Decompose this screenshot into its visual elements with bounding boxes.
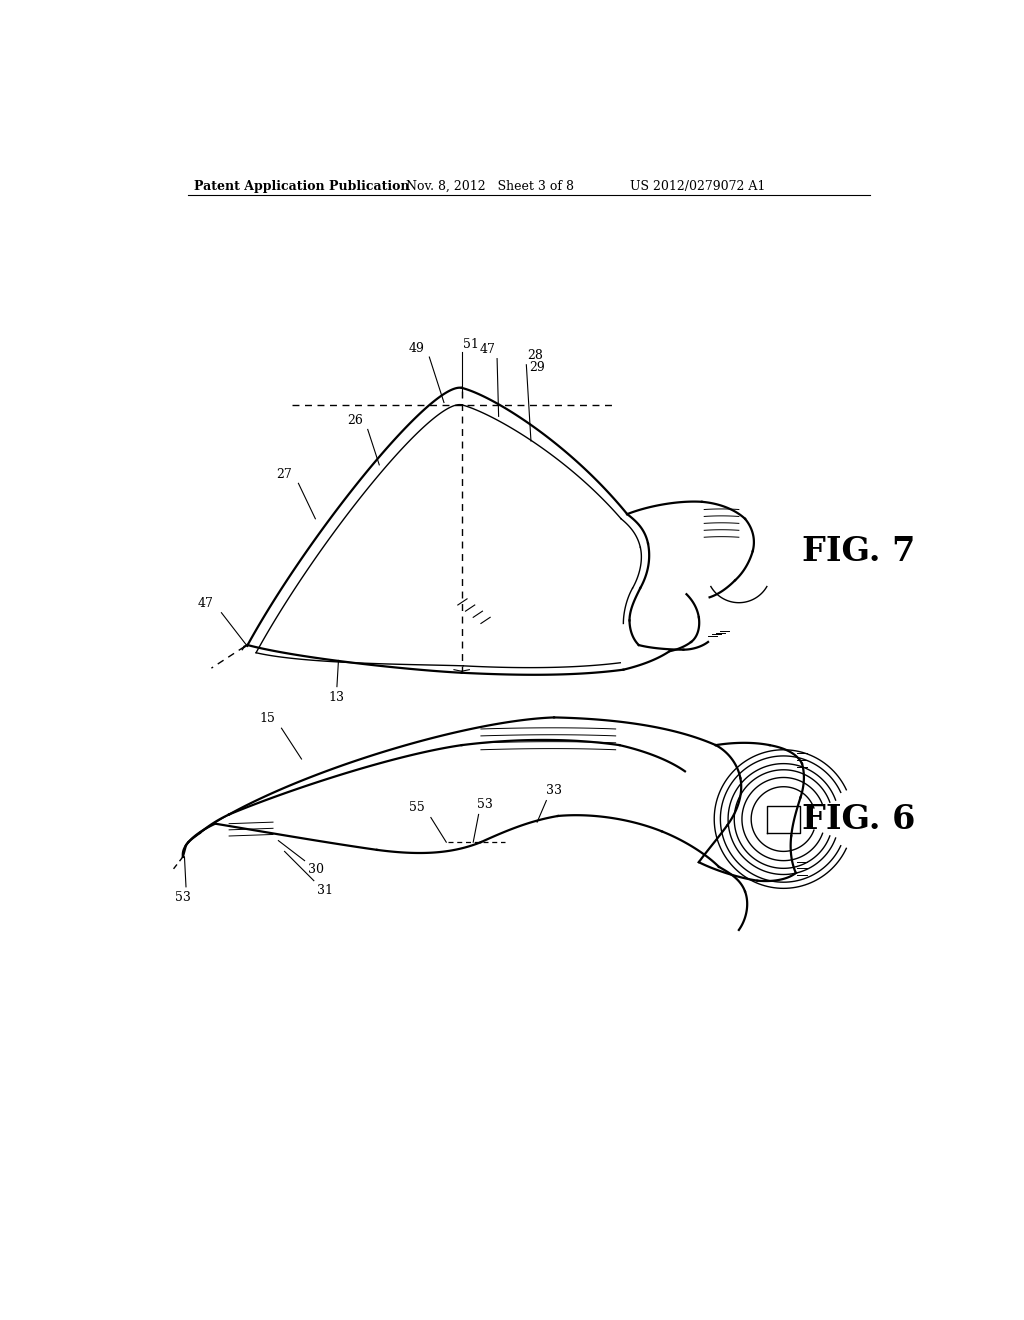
Text: 27: 27 xyxy=(276,469,292,480)
Text: 51: 51 xyxy=(463,338,479,351)
Text: 28: 28 xyxy=(527,350,543,363)
Text: 15: 15 xyxy=(259,711,275,725)
Text: US 2012/0279072 A1: US 2012/0279072 A1 xyxy=(630,180,765,193)
Text: 55: 55 xyxy=(409,801,425,814)
Text: 31: 31 xyxy=(316,884,333,896)
Text: 13: 13 xyxy=(329,692,345,705)
Text: 53: 53 xyxy=(175,891,190,904)
Text: 49: 49 xyxy=(409,342,425,355)
Text: 33: 33 xyxy=(547,784,562,797)
Text: 30: 30 xyxy=(307,863,324,876)
Text: 53: 53 xyxy=(477,799,493,812)
Text: 47: 47 xyxy=(479,343,496,356)
Text: 29: 29 xyxy=(529,360,545,374)
Text: FIG. 7: FIG. 7 xyxy=(802,535,915,568)
Text: Nov. 8, 2012   Sheet 3 of 8: Nov. 8, 2012 Sheet 3 of 8 xyxy=(407,180,574,193)
Text: 26: 26 xyxy=(347,414,364,428)
Text: 47: 47 xyxy=(198,597,214,610)
Text: FIG. 6: FIG. 6 xyxy=(802,803,915,836)
Text: Patent Application Publication: Patent Application Publication xyxy=(194,180,410,193)
